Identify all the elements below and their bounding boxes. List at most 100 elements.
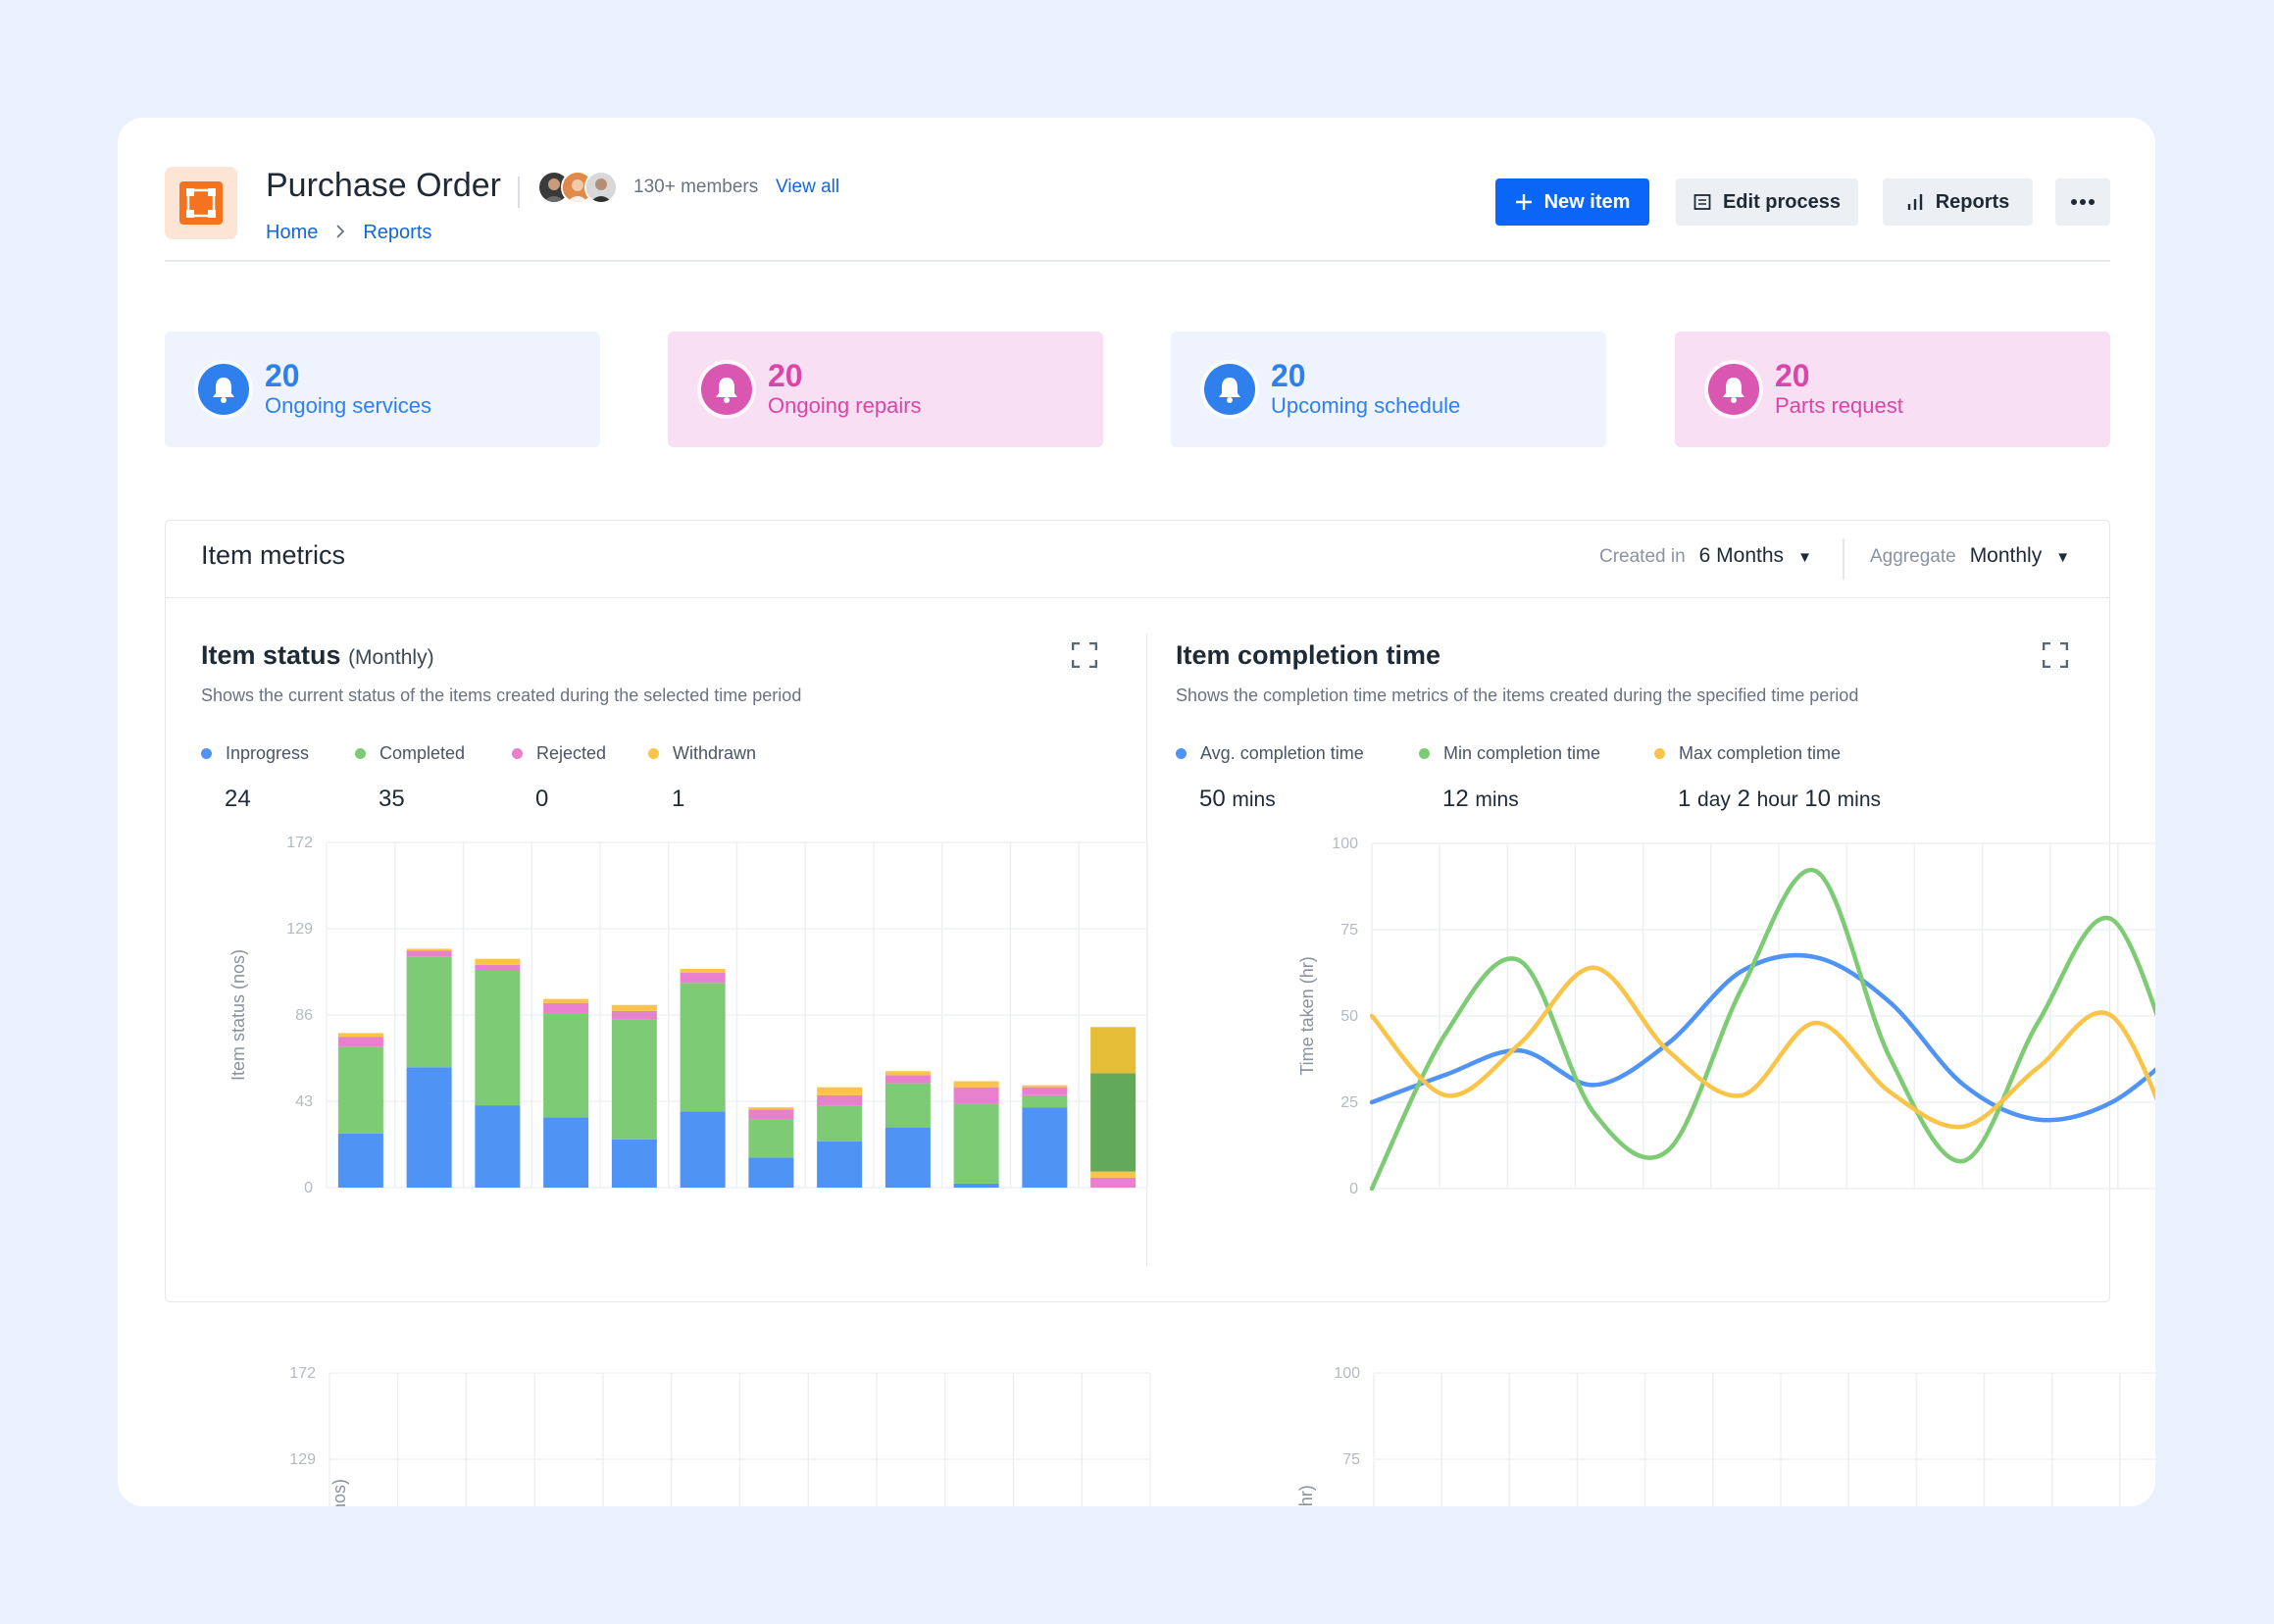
y-axis-title: Item status (nos) (228, 949, 248, 1081)
plus-icon (1515, 194, 1532, 210)
legend-min-completion[interactable]: Min completion time (1419, 743, 1600, 764)
y-axis-title: Time taken (hr) (1296, 1485, 1316, 1506)
bar-segment (817, 1087, 863, 1095)
value-unit: hour (1756, 788, 1798, 811)
stat-card-parts-request[interactable]: 20 Parts request (1675, 331, 2110, 447)
y-axis-title: Time taken (hr) (1297, 956, 1317, 1075)
bar-segment (748, 1109, 794, 1120)
edit-process-label: Edit process (1722, 190, 1842, 213)
legend-dot (648, 748, 659, 759)
expand-icon[interactable] (1071, 641, 1098, 669)
legend-completed[interactable]: Completed (355, 743, 465, 764)
bar-segment (543, 998, 589, 1003)
y-tick-label: 172 (289, 1365, 316, 1382)
bar-segment (475, 964, 521, 971)
legend-value: 12 mins (1442, 786, 1519, 813)
bar-segment (543, 1012, 589, 1118)
expand-icon[interactable] (2042, 641, 2069, 669)
bar-segment (748, 1119, 794, 1158)
reports-button[interactable]: Reports (1883, 178, 2033, 226)
bar-segment (680, 1111, 726, 1188)
legend-label: Withdrawn (673, 743, 757, 763)
stat-label: Upcoming schedule (1271, 393, 1461, 418)
value-unit: mins (1232, 788, 1276, 811)
legend-label: Inprogress (226, 743, 310, 763)
status-chart-description: Shows the current status of the items cr… (201, 685, 802, 705)
status-chart-title: Item status (Monthly) (201, 640, 434, 671)
stat-label: Ongoing services (265, 393, 431, 418)
legend-rejected[interactable]: Rejected (512, 743, 606, 764)
reports-label: Reports (1935, 190, 2010, 213)
aggregate-filter[interactable]: Aggregate Monthly ▼ (1870, 544, 2070, 568)
value-unit: day (1697, 788, 1731, 811)
bell-icon (701, 364, 752, 415)
caret-down-icon: ▼ (1797, 549, 1812, 566)
bar-segment (611, 1019, 657, 1140)
bar-segment (406, 956, 452, 1068)
new-item-label: New item (1543, 190, 1631, 213)
bar-segment (680, 968, 726, 974)
stat-value: 20 (265, 358, 300, 393)
y-tick-label: 75 (1340, 922, 1358, 939)
completion-chart-description: Shows the completion time metrics of the… (1176, 685, 1859, 705)
filter-value[interactable]: 6 Months (1698, 544, 1785, 567)
new-item-button[interactable]: New item (1495, 178, 1649, 226)
avatar[interactable] (584, 171, 618, 204)
bar-segment (817, 1141, 863, 1188)
page-sheet: Purchase Order 130+ members View all Hom… (118, 118, 2155, 1506)
y-tick-label: 75 (1342, 1451, 1360, 1468)
item-completion-line-chart: 0255075100JanFebMarAprMayJunJulAugSepOct… (1297, 836, 2155, 1196)
filter-label: Aggregate (1870, 546, 1956, 567)
value-number: 1 (1678, 786, 1692, 812)
legend-value: 50 mins (1199, 786, 1276, 813)
bar-segment (406, 1067, 452, 1188)
legend-value: 1 (672, 786, 685, 812)
breadcrumb-home[interactable]: Home (266, 222, 319, 243)
bar-segment (884, 1083, 931, 1128)
breadcrumb-reports[interactable]: Reports (363, 222, 432, 243)
preview-completion-chart: 100 75 Time taken (hr) (1296, 1365, 2155, 1506)
stat-card-upcoming-schedule[interactable]: 20 Upcoming schedule (1171, 331, 1606, 447)
legend-value: 0 (535, 786, 549, 812)
y-tick-label: 0 (304, 1180, 313, 1196)
y-tick-label: 129 (286, 921, 313, 938)
bar-segment (953, 1103, 999, 1184)
created-in-filter[interactable]: Created in 6 Months ▼ (1599, 544, 1812, 568)
stat-card-ongoing-services[interactable]: 20 Ongoing services (165, 331, 600, 447)
y-tick-label: 0 (1349, 1181, 1358, 1196)
bar-segment (884, 1071, 931, 1076)
legend-value: 24 (225, 786, 251, 812)
bar-segment (611, 1139, 657, 1188)
y-tick-label: 86 (295, 1007, 313, 1024)
legend-max-completion[interactable]: Max completion time (1654, 743, 1841, 764)
bar-segment (953, 1081, 999, 1088)
filter-value[interactable]: Monthly (1969, 544, 2043, 567)
legend-withdrawn[interactable]: Withdrawn (648, 743, 756, 764)
stat-card-ongoing-repairs[interactable]: 20 Ongoing repairs (668, 331, 1103, 447)
stat-value: 20 (1271, 358, 1306, 393)
bar-segment (953, 1087, 999, 1104)
more-button[interactable] (2055, 178, 2110, 226)
value-unit: mins (1475, 788, 1519, 811)
y-tick-label: 172 (286, 835, 313, 851)
bar-segment (406, 950, 452, 957)
bar-segment (1090, 1177, 1137, 1188)
view-all-link[interactable]: View all (776, 177, 840, 197)
bar-segment (748, 1107, 794, 1110)
legend-value: 35 (379, 786, 405, 812)
stat-label: Ongoing repairs (768, 393, 922, 418)
legend-dot (355, 748, 366, 759)
bar-segment (884, 1127, 931, 1188)
legend-inprogress[interactable]: Inprogress (201, 743, 309, 764)
legend-dot (1419, 748, 1430, 759)
bar-segment (817, 1094, 863, 1106)
edit-process-button[interactable]: Edit process (1676, 178, 1858, 226)
legend-avg-completion[interactable]: Avg. completion time (1176, 743, 1364, 764)
completion-chart-title: Item completion time (1176, 640, 1441, 670)
bar-segment (680, 973, 726, 984)
page-title: Purchase Order (266, 167, 501, 204)
bar-segment (475, 1105, 521, 1188)
bar-segment (953, 1183, 999, 1188)
bar-segment (1022, 1107, 1068, 1188)
series-line (1369, 952, 2155, 1123)
